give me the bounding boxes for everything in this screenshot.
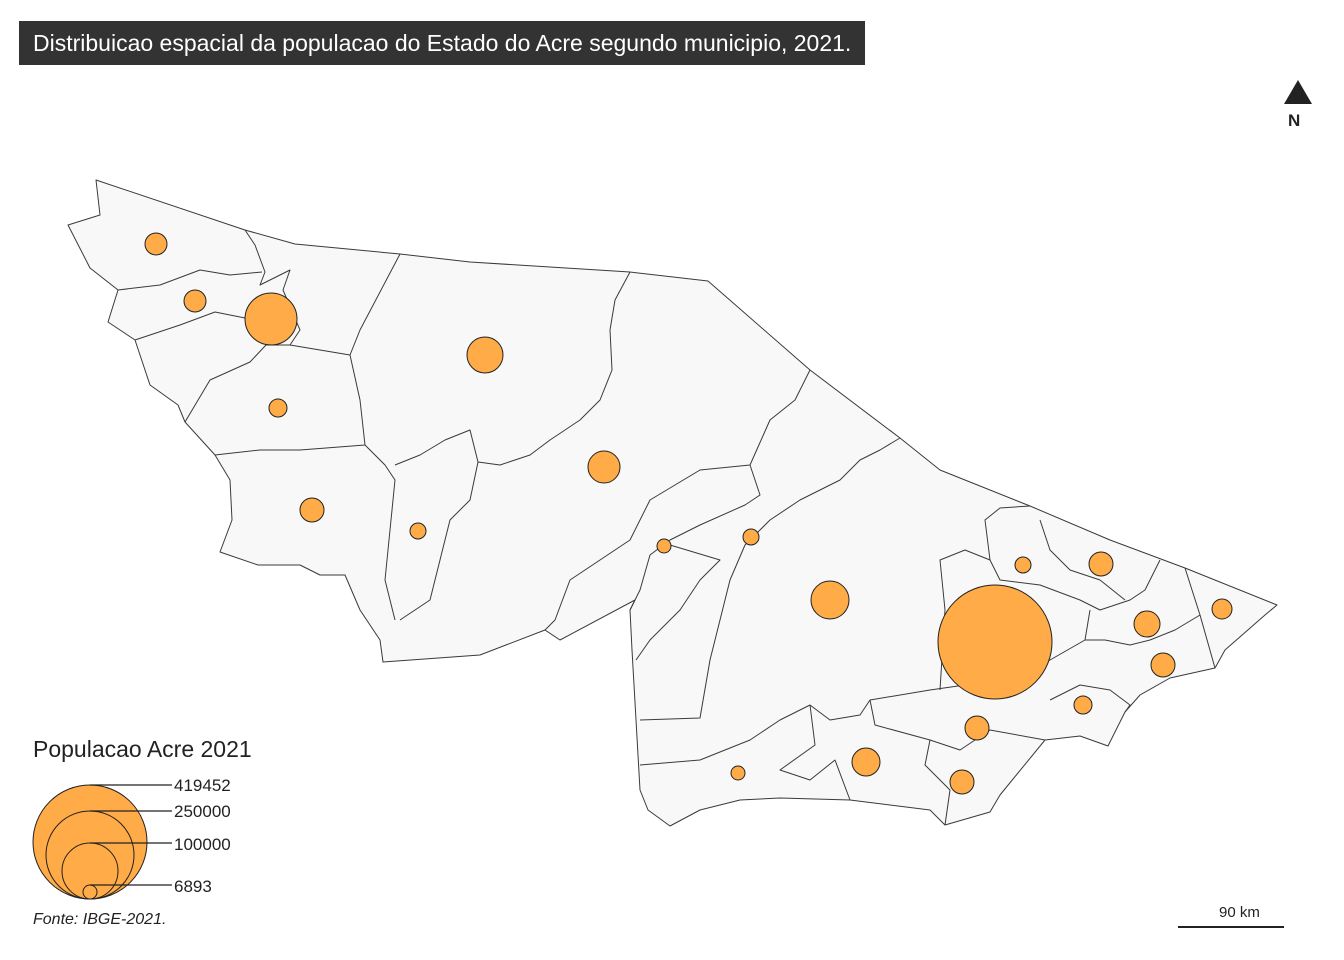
population-bubble <box>1211 598 1233 620</box>
north-arrow-label: N <box>1288 111 1301 130</box>
population-bubble <box>937 584 1053 700</box>
population-bubble <box>1014 556 1032 574</box>
state-outline <box>67 179 1278 827</box>
population-bubble <box>730 765 746 781</box>
border-line <box>399 461 479 621</box>
border-line <box>989 559 1161 611</box>
population-bubble <box>244 292 298 346</box>
border-line <box>924 739 951 826</box>
border-line <box>635 544 721 661</box>
legend-symbols <box>32 784 172 900</box>
population-bubble <box>268 398 288 418</box>
population-bubble <box>183 289 207 313</box>
border-line <box>117 269 263 291</box>
population-bubbles <box>144 232 1233 795</box>
population-bubble <box>851 747 881 777</box>
population-bubble <box>949 769 975 795</box>
population-bubble <box>742 528 760 546</box>
legend-label-419452: 419452 <box>174 776 231 795</box>
border-line <box>629 464 761 611</box>
population-bubble <box>409 522 427 540</box>
border-line <box>779 704 851 801</box>
border-line <box>544 369 811 631</box>
border-line <box>869 699 1046 751</box>
population-bubble <box>964 715 990 741</box>
border-line <box>1039 519 1126 601</box>
north-arrow <box>1284 80 1312 104</box>
population-bubble <box>299 497 325 523</box>
scale-bar-label: 90 km <box>1219 904 1260 921</box>
border-line <box>364 444 396 621</box>
map-title: Distribuicao espacial da populacao do Es… <box>19 21 866 65</box>
population-bubble <box>466 336 504 374</box>
border-line <box>639 609 1091 766</box>
population-bubble <box>1088 551 1114 577</box>
border-line <box>244 229 401 356</box>
north-arrow-icon <box>1284 80 1312 104</box>
border-line <box>394 271 631 466</box>
source-note: Fonte: IBGE-2021. <box>33 911 167 928</box>
border-line <box>1049 684 1131 713</box>
legend-label-250000: 250000 <box>174 802 231 821</box>
acre-municipalities <box>67 179 1278 827</box>
population-bubble <box>656 538 672 554</box>
population-bubble <box>587 450 621 484</box>
border-line <box>939 505 1031 691</box>
population-bubble <box>1150 652 1176 678</box>
border-line <box>214 354 366 456</box>
border-line <box>1085 614 1201 646</box>
population-bubble <box>144 232 168 256</box>
legend-title: Populacao Acre 2021 <box>33 736 252 762</box>
population-bubble <box>1073 695 1093 715</box>
population-bubble <box>810 580 850 620</box>
legend-label-6893: 6893 <box>174 877 212 896</box>
population-bubble <box>1133 610 1161 638</box>
legend-circle-6893 <box>82 884 98 900</box>
legend-label-100000: 100000 <box>174 835 231 854</box>
